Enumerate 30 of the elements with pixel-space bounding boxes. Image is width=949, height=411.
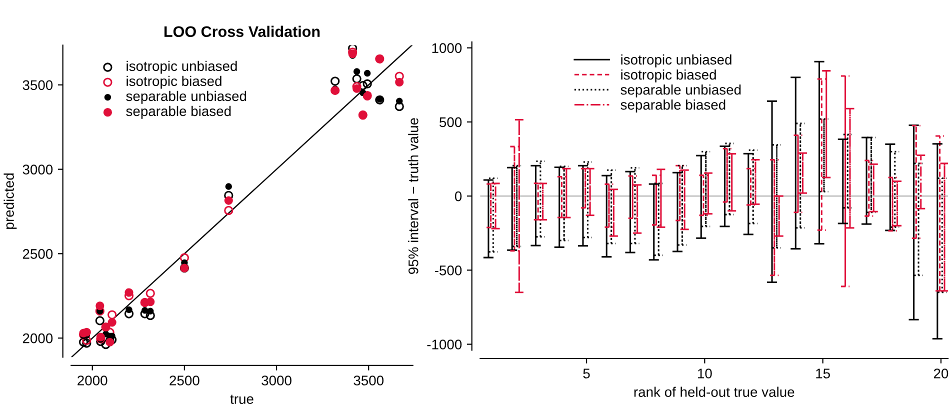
y-tick-label: 500 [440,117,462,128]
chart-title: LOO Cross Validation [164,26,320,38]
y-axis-title: 95% interval − truth value [408,118,418,274]
x-tick-label: 3500 [354,376,384,386]
y-tick-label: 1000 [432,43,462,54]
legend-label: isotropic biased [126,76,222,89]
y-tick-label: 0 [454,191,462,202]
x-tick-label: 20 [934,368,948,378]
x-axis-title: rank of held-out true value [634,386,794,397]
x-axis-title: true [230,394,254,404]
x-tick-label: 10 [698,368,712,378]
y-tick-label: 3000 [22,164,53,174]
y-axis-title: predicted [4,174,17,229]
y-tick-label: 2000 [22,333,53,344]
y-tick-label: -500 [434,265,462,276]
legend-label: separable unbiased [126,90,246,104]
x-tick-label: 3000 [262,376,292,386]
legend-label: separable biased [126,106,231,119]
x-tick-label: 2500 [170,376,200,386]
legend-label: separable unbiased [620,84,741,98]
y-tick-label: 2500 [22,249,53,259]
legend-label: separable biased [620,100,726,112]
x-tick-label: 2000 [78,376,108,386]
x-tick-label: 5 [583,368,590,378]
y-tick-label: 3500 [22,80,53,90]
x-tick-label: 15 [816,368,830,378]
legend-label: isotropic unbiased [126,60,237,74]
y-tick-label: -1000 [427,340,462,350]
legend-label: isotropic unbiased [621,54,732,68]
legend-label: isotropic biased [621,69,716,82]
